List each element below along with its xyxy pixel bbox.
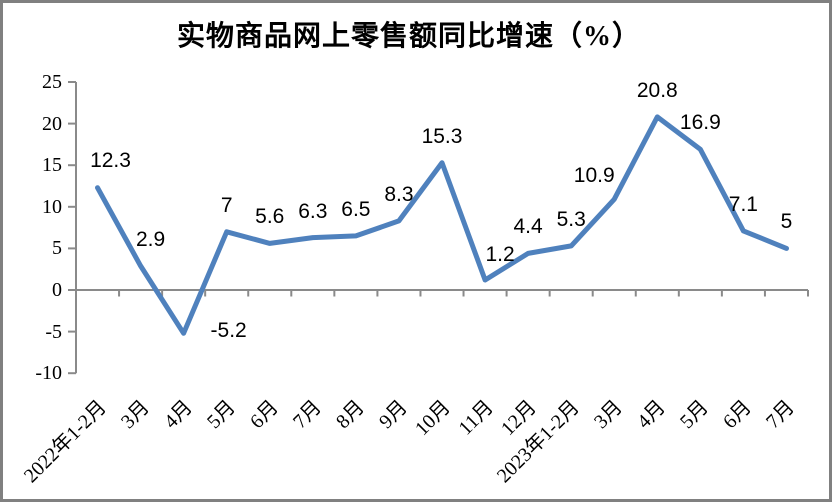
- data-point-label: 6.3: [298, 199, 328, 223]
- data-point-label: 1.2: [485, 243, 515, 267]
- data-point-label: 6.5: [341, 197, 371, 221]
- data-point-label: 4.4: [513, 215, 543, 239]
- series-line: [95, 114, 789, 336]
- data-point-label: 5.6: [255, 205, 285, 229]
- data-point-label: 7.1: [728, 192, 758, 216]
- y-tick-label: 10: [42, 195, 62, 218]
- data-point-label: 15.3: [421, 124, 463, 148]
- y-tick-label: -5: [45, 320, 62, 343]
- y-tick-label: 15: [42, 154, 62, 177]
- y-tick-label: 25: [42, 71, 62, 93]
- data-point-label: 5.3: [556, 207, 586, 231]
- chart-title: 实物商品网上零售额同比增速（%）: [176, 21, 641, 52]
- data-point-label: 5: [780, 210, 793, 234]
- y-tick-label: 20: [42, 112, 62, 135]
- data-point-label: -5.2: [210, 319, 247, 343]
- y-tick-label: 5: [52, 237, 62, 260]
- data-point-label: 16.9: [679, 111, 721, 135]
- y-tick-label: 0: [52, 279, 62, 301]
- data-point-label: 10.9: [573, 164, 615, 188]
- data-point-label: 8.3: [384, 182, 414, 206]
- data-point-label: 2.9: [135, 227, 166, 251]
- y-tick-label: -10: [35, 362, 62, 385]
- data-point-label: 7: [220, 193, 233, 217]
- data-point-label: 12.3: [90, 148, 131, 172]
- data-point-label: 20.8: [636, 78, 678, 102]
